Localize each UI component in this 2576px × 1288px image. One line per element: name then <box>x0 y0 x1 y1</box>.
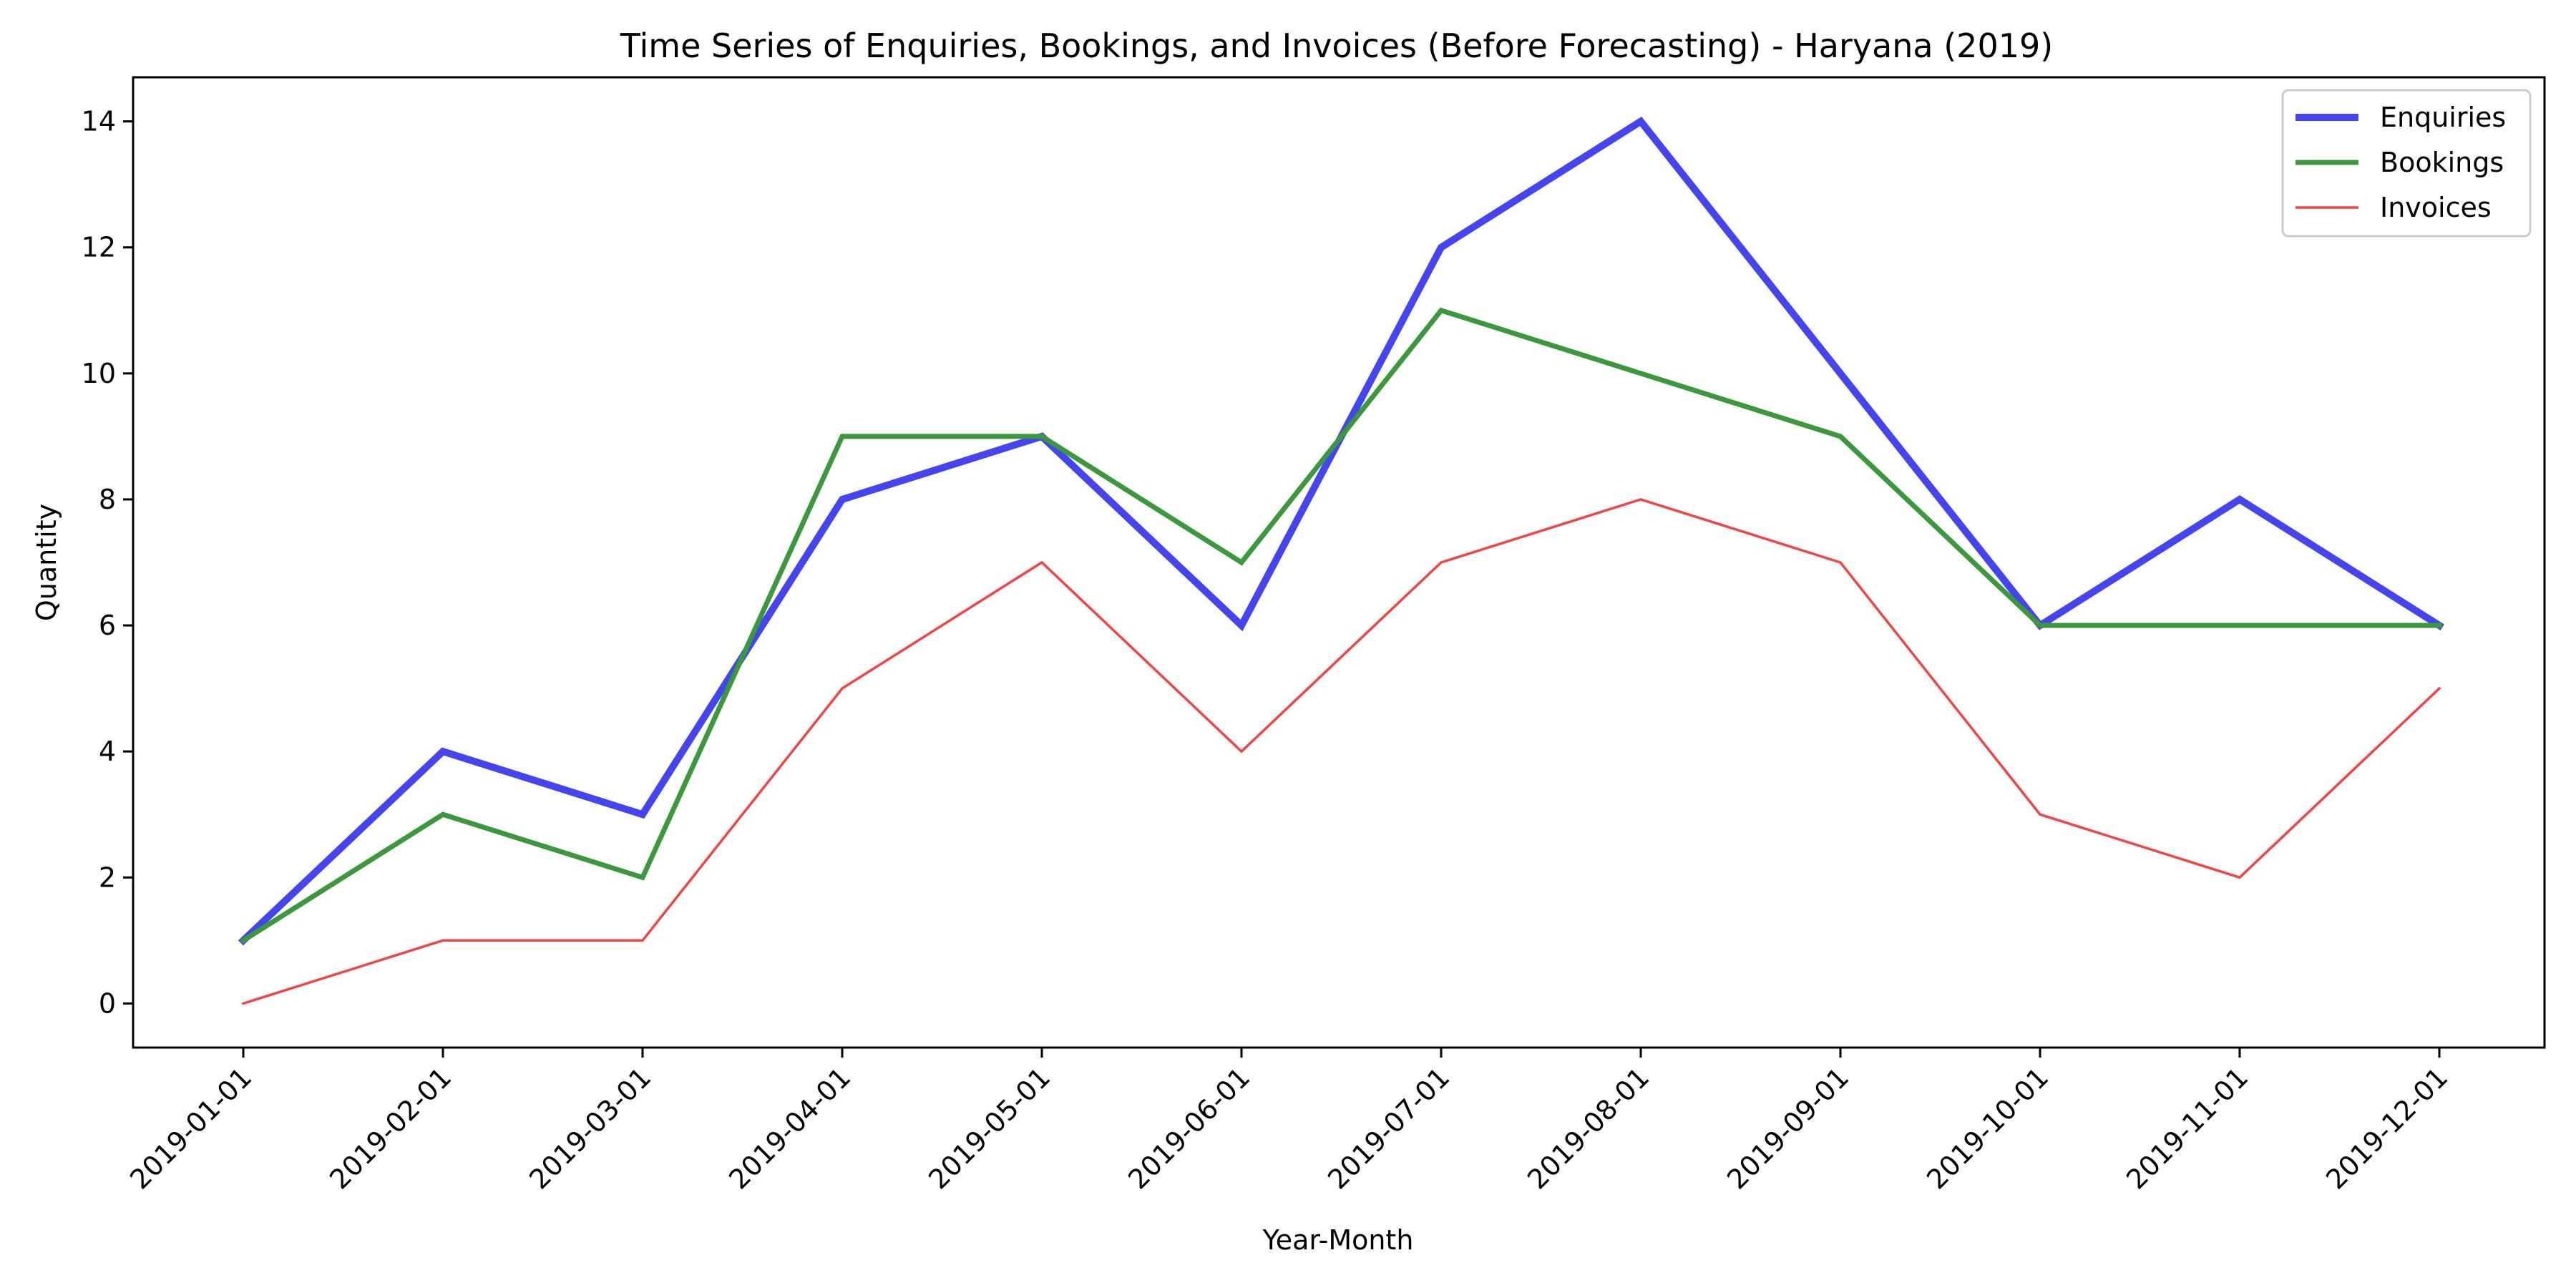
y-tick-label: 4 <box>99 736 116 767</box>
legend-label-bookings: Bookings <box>2380 147 2504 178</box>
y-axis-title: Quantity <box>31 504 62 621</box>
series-line-invoices <box>241 498 2441 1005</box>
y-tick-label: 2 <box>99 862 116 893</box>
legend-label-invoices: Invoices <box>2380 192 2492 223</box>
legend-box <box>2281 89 2532 238</box>
y-tick-label: 10 <box>82 358 116 389</box>
y-tick-label: 12 <box>82 232 116 263</box>
x-tick-label: 2019-04-01 <box>723 1061 857 1195</box>
plot-area-frame <box>132 76 2546 1049</box>
legend: Enquiries Bookings Invoices <box>2281 89 2532 238</box>
legend-label-enquiries: Enquiries <box>2380 102 2506 133</box>
x-axis-title: Year-Month <box>1262 1224 1414 1256</box>
chart-title: Time Series of Enquiries, Bookings, and … <box>620 26 2053 65</box>
y-tick-label: 14 <box>82 106 116 137</box>
series-line-bookings <box>240 307 2442 945</box>
x-tick-label: 2019-06-01 <box>1122 1061 1256 1195</box>
x-tick-label: 2019-01-01 <box>124 1061 258 1195</box>
x-tick-label: 2019-12-01 <box>2320 1061 2454 1195</box>
x-tick-label: 2019-09-01 <box>1721 1061 1855 1195</box>
x-tick-label: 2019-10-01 <box>1921 1061 2054 1195</box>
x-tick-label: 2019-05-01 <box>922 1061 1056 1195</box>
x-tick-label: 2019-03-01 <box>523 1061 657 1195</box>
x-axis: 2019-01-01 2019-02-01 2019-03-01 2019-04-01… <box>124 1048 2454 1196</box>
y-tick-label: 8 <box>99 484 116 515</box>
x-tick-label: 2019-07-01 <box>1322 1061 1455 1195</box>
series-line-enquiries <box>238 117 2444 946</box>
x-tick-label: 2019-08-01 <box>1521 1061 1655 1195</box>
x-tick-label: 2019-11-01 <box>2120 1061 2254 1195</box>
y-tick-label: 6 <box>99 610 116 641</box>
x-tick-label: 2019-02-01 <box>323 1061 457 1195</box>
series-lines <box>238 117 2444 1005</box>
y-axis: 0 2 4 6 8 10 12 14 <box>82 106 133 1019</box>
y-tick-label: 0 <box>99 987 116 1019</box>
